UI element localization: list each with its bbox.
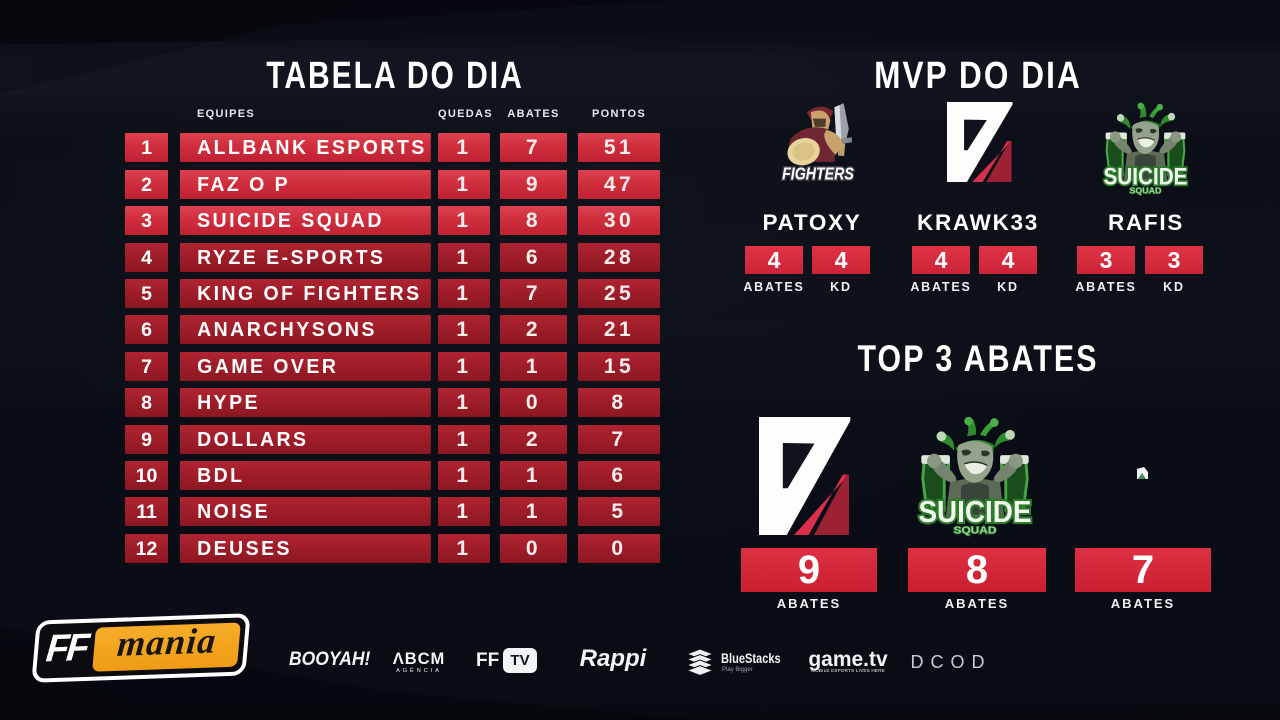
svg-text:FIGHTERS: FIGHTERS [782,164,854,184]
